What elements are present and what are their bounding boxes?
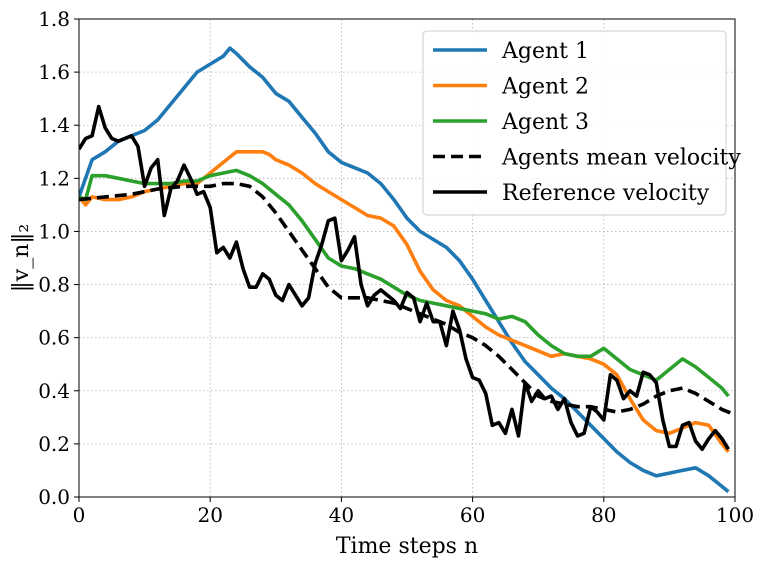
legend-label-1: Agent 1 (501, 39, 589, 64)
legend-label-3: Agent 3 (501, 110, 589, 135)
x-axis-title-text: Time steps n (336, 534, 478, 559)
x-axis-title: Time steps n (336, 534, 478, 559)
series-line-5 (79, 104, 730, 452)
series-line-2 (79, 150, 730, 454)
y-tick-label: 0.0 (38, 485, 70, 509)
legend: Agent 1 Agent 2 Agent 3 Agents mean velocit… (422, 30, 741, 216)
legend-label-5: Reference velocity (502, 181, 710, 206)
legend-label-2: Agent 2 (501, 75, 589, 100)
axis-ticks: 0 20 40 60 80 100 0.0 0.2 0.4 0.6 0.8 1.0 1.2 1.4 1.6 1… (38, 7, 754, 527)
y-tick-label: 0.6 (38, 326, 70, 350)
y-tick-label: 1.8 (38, 7, 70, 31)
x-tick-label: 0 (73, 503, 86, 527)
y-tick-label: 0.8 (38, 273, 70, 297)
x-tick-label: 80 (591, 503, 616, 527)
y-tick-label: 0.4 (38, 379, 70, 403)
y-tick-label: 1.2 (38, 166, 70, 190)
y-axis-title: ‖v_n‖₂ (9, 224, 34, 292)
legend-label-4: Agents mean velocity (501, 146, 741, 171)
x-tick-label: 60 (460, 503, 485, 527)
axes-frame (78, 18, 736, 498)
x-tick-label: 100 (716, 503, 754, 527)
y-tick-label: 0.2 (38, 432, 70, 456)
y-tick-label: 1.4 (38, 113, 70, 137)
x-tick-label: 20 (197, 503, 222, 527)
y-tick-label: 1.6 (38, 60, 70, 84)
legend-box (422, 30, 727, 216)
series-line-1 (79, 46, 730, 494)
y-tick-label: 1.0 (38, 219, 70, 243)
plot-area (79, 46, 735, 494)
x-tick-label: 40 (329, 503, 354, 527)
